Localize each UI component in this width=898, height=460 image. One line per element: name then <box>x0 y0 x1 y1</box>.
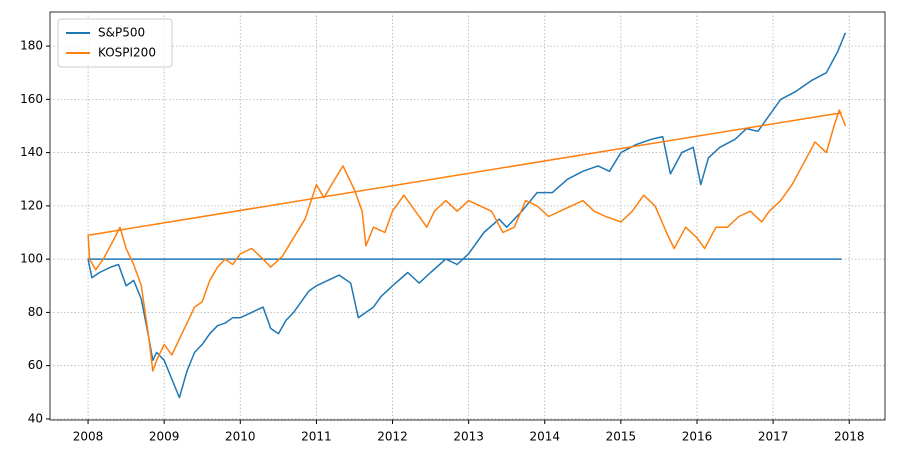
x-tick-label: 2015 <box>606 430 637 444</box>
x-tick-label: 2016 <box>682 430 713 444</box>
x-tick-label: 2012 <box>377 430 408 444</box>
legend-label: S&P500 <box>98 26 145 40</box>
x-tick-label: 2009 <box>149 430 180 444</box>
x-tick-label: 2013 <box>453 430 484 444</box>
x-tick-label: 2017 <box>758 430 789 444</box>
x-tick-label: 2011 <box>301 430 332 444</box>
y-tick-label: 100 <box>20 252 43 266</box>
y-tick-label: 160 <box>20 92 43 106</box>
x-tick-label: 2014 <box>529 430 560 444</box>
plot-frame <box>49 11 886 421</box>
x-tick-label: 2008 <box>73 430 104 444</box>
y-tick-label: 180 <box>20 39 43 53</box>
y-tick-label: 120 <box>20 198 43 212</box>
x-tick-label: 2018 <box>834 430 865 444</box>
series-line <box>87 32 847 399</box>
y-tick-label: 80 <box>28 305 43 319</box>
legend-label: KOSPI200 <box>98 46 156 60</box>
legend-box <box>57 18 173 68</box>
y-tick-label: 60 <box>28 358 43 372</box>
y-tick-label: 40 <box>28 411 43 425</box>
y-tick-label: 140 <box>20 145 43 159</box>
x-tick-label: 2010 <box>225 430 256 444</box>
series-line <box>87 109 847 372</box>
